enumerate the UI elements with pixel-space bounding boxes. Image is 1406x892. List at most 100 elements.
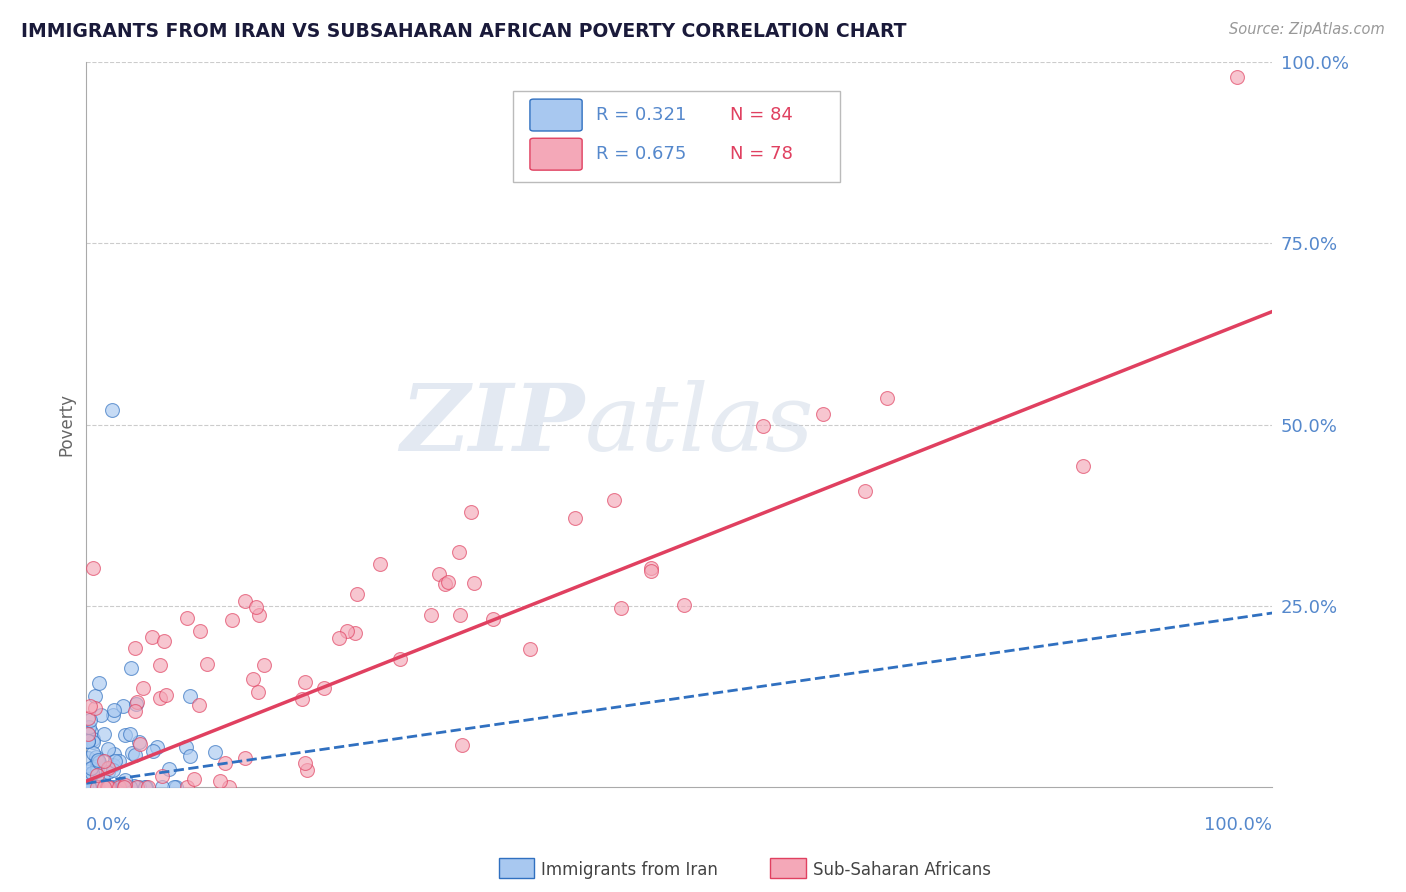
Point — [77, 780, 100, 794]
Text: N = 78: N = 78 — [730, 145, 793, 163]
Point — [76, 733, 98, 747]
Point — [84, 780, 107, 794]
Point — [84, 780, 107, 794]
Point — [125, 696, 148, 710]
Point — [163, 780, 186, 794]
Point — [89, 755, 111, 769]
Point — [86, 780, 108, 794]
Point — [90, 707, 112, 722]
Point — [114, 773, 136, 788]
Point — [344, 626, 367, 640]
Point — [1073, 459, 1095, 474]
Point — [124, 748, 146, 763]
Point — [176, 780, 198, 794]
Point — [204, 746, 226, 760]
Point — [247, 608, 270, 623]
Point — [79, 713, 101, 727]
Point — [294, 675, 316, 690]
Point — [103, 780, 125, 794]
Point — [111, 780, 134, 794]
Point — [142, 744, 165, 758]
FancyBboxPatch shape — [513, 91, 839, 182]
Point — [187, 698, 209, 712]
Point — [1226, 70, 1249, 84]
Point — [82, 761, 104, 775]
Point — [876, 391, 898, 405]
Point — [124, 640, 146, 655]
Point — [108, 780, 131, 794]
FancyBboxPatch shape — [530, 99, 582, 131]
Point — [150, 768, 173, 782]
Point — [146, 739, 169, 754]
Point — [433, 577, 456, 591]
Point — [75, 780, 97, 794]
Point — [640, 560, 662, 574]
Point — [86, 764, 108, 778]
Point — [101, 758, 124, 772]
Point — [482, 612, 505, 626]
Point — [84, 701, 107, 715]
Point — [96, 780, 118, 794]
Point — [86, 780, 108, 794]
Point — [103, 747, 125, 762]
Point — [93, 780, 115, 794]
Point — [368, 558, 391, 572]
Point — [77, 719, 100, 733]
Point — [128, 737, 150, 751]
Point — [82, 780, 104, 794]
Point — [79, 779, 101, 793]
Point — [195, 657, 218, 672]
Point — [82, 776, 104, 790]
Point — [233, 594, 256, 608]
Point — [118, 727, 141, 741]
Point — [673, 599, 696, 613]
Point — [128, 780, 150, 794]
Point — [188, 624, 211, 639]
Point — [150, 780, 173, 794]
Point — [149, 690, 172, 705]
Point — [82, 731, 104, 746]
Point — [463, 575, 485, 590]
Point — [77, 780, 100, 794]
Text: R = 0.321: R = 0.321 — [596, 106, 686, 124]
Point — [91, 772, 114, 786]
Point — [183, 772, 205, 787]
Point — [221, 613, 243, 627]
Point — [93, 754, 115, 768]
Point — [112, 780, 135, 794]
Point — [96, 780, 118, 794]
Point — [80, 761, 103, 775]
FancyBboxPatch shape — [530, 138, 582, 170]
Point — [80, 778, 103, 792]
Point — [125, 697, 148, 711]
Point — [134, 780, 156, 794]
Point — [124, 779, 146, 793]
Point — [107, 754, 129, 768]
Point — [89, 780, 111, 794]
Point — [138, 780, 160, 794]
Text: Source: ZipAtlas.com: Source: ZipAtlas.com — [1229, 22, 1385, 37]
Point — [610, 600, 633, 615]
Point — [98, 780, 121, 794]
Point — [155, 688, 177, 702]
Point — [86, 768, 108, 782]
Point — [86, 754, 108, 768]
Point — [86, 760, 108, 774]
Point — [84, 689, 107, 703]
Point — [76, 711, 98, 725]
Point — [98, 780, 121, 794]
Point — [80, 724, 103, 739]
Point — [179, 749, 201, 764]
Point — [165, 780, 187, 794]
Point — [294, 756, 316, 770]
Point — [427, 566, 450, 581]
Point — [246, 684, 269, 698]
Point — [451, 738, 474, 752]
Point — [89, 676, 111, 690]
Point — [564, 510, 586, 524]
Point — [253, 658, 276, 673]
Text: Sub-Saharan Africans: Sub-Saharan Africans — [813, 861, 991, 879]
Point — [132, 681, 155, 695]
Point — [93, 726, 115, 740]
Point — [314, 681, 336, 696]
